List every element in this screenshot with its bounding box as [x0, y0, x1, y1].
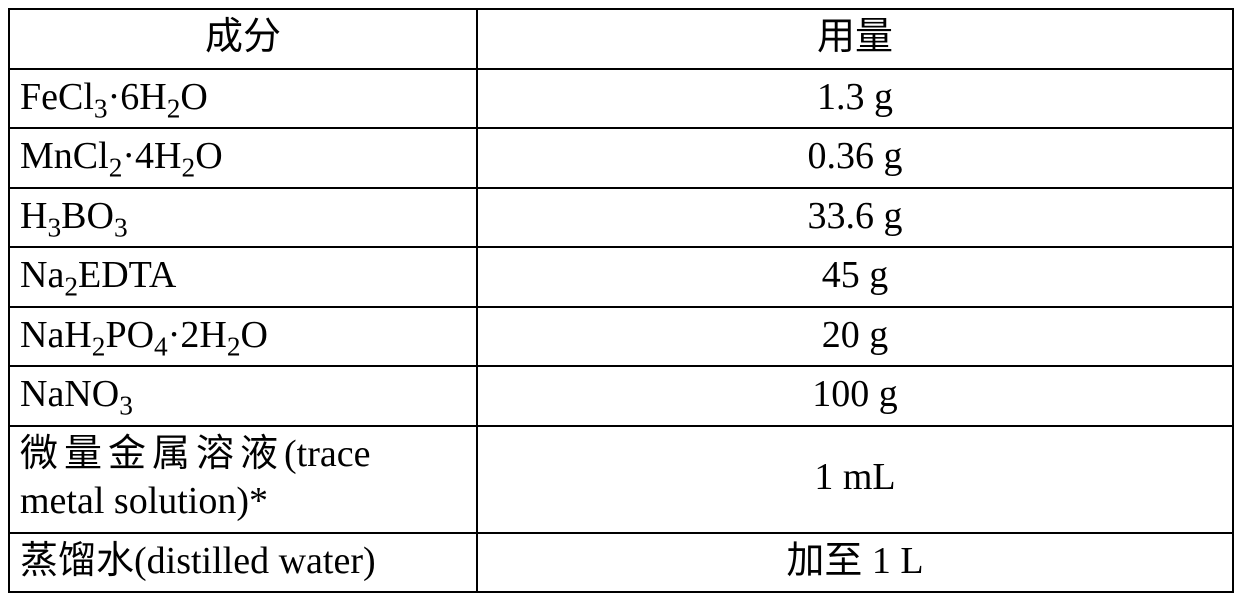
cell-component: FeCl3·6H2O — [9, 69, 477, 129]
table-row: MnCl2·4H2O 0.36 g — [9, 128, 1233, 188]
cell-amount: 0.36 g — [477, 128, 1233, 188]
cell-amount: 1 mL — [477, 426, 1233, 533]
table-row: 蒸馏水(distilled water) 加至 1 L — [9, 533, 1233, 593]
cell-component: Na2EDTA — [9, 247, 477, 307]
cell-component: MnCl2·4H2O — [9, 128, 477, 188]
col-header-component: 成分 — [9, 9, 477, 69]
table-row: Na2EDTA 45 g — [9, 247, 1233, 307]
table-header-row: 成分 用量 — [9, 9, 1233, 69]
table-row: NaNO3 100 g — [9, 366, 1233, 426]
table-row: FeCl3·6H2O 1.3 g — [9, 69, 1233, 129]
cell-component: NaNO3 — [9, 366, 477, 426]
cell-amount: 20 g — [477, 307, 1233, 367]
table-row: 微量金属溶液(trace metal solution)* 1 mL — [9, 426, 1233, 533]
cell-amount: 1.3 g — [477, 69, 1233, 129]
cell-component: 微量金属溶液(trace metal solution)* — [9, 426, 477, 533]
composition-table: 成分 用量 FeCl3·6H2O 1.3 g MnCl2·4H2O 0.36 g… — [8, 8, 1234, 593]
cell-component: NaH2PO4·2H2O — [9, 307, 477, 367]
table-row: H3BO3 33.6 g — [9, 188, 1233, 248]
cell-component: 蒸馏水(distilled water) — [9, 533, 477, 593]
cell-amount: 33.6 g — [477, 188, 1233, 248]
cell-component: H3BO3 — [9, 188, 477, 248]
col-header-amount: 用量 — [477, 9, 1233, 69]
cell-amount: 加至 1 L — [477, 533, 1233, 593]
cell-amount: 100 g — [477, 366, 1233, 426]
table-row: NaH2PO4·2H2O 20 g — [9, 307, 1233, 367]
cell-amount: 45 g — [477, 247, 1233, 307]
